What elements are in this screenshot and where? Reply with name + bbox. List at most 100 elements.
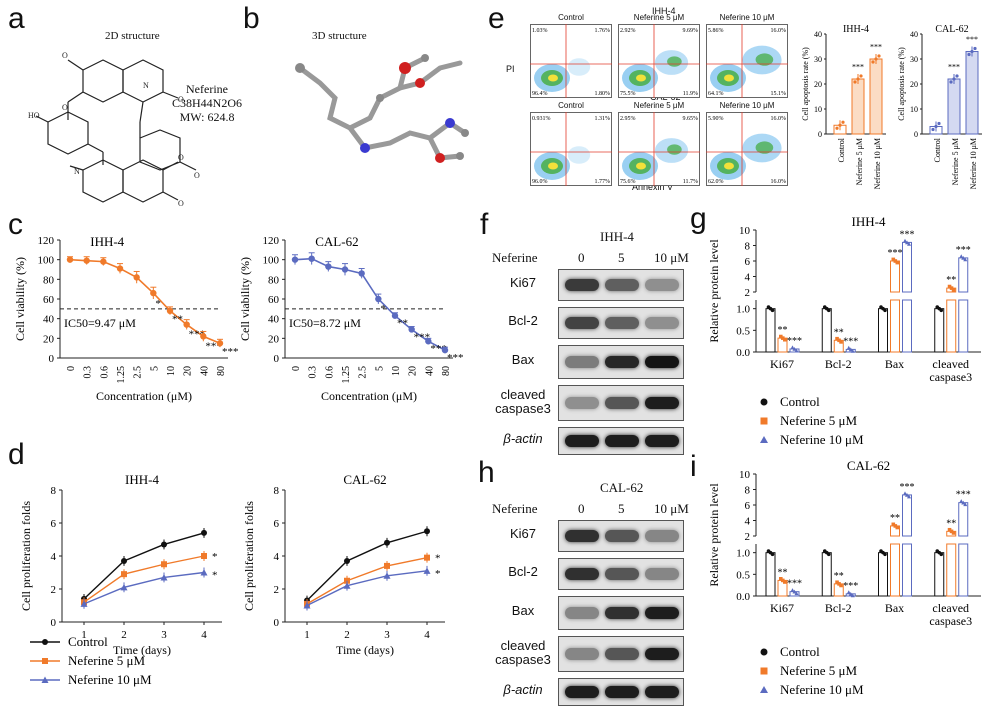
replicate-dot [794, 591, 799, 596]
y-tick-label: 0 [914, 130, 918, 139]
replicate-dot [939, 552, 944, 557]
data-point [383, 572, 391, 579]
legend-label: Control [68, 634, 108, 649]
chart-title: CAL-62 [343, 472, 386, 487]
y-tick-label: 20 [43, 333, 55, 345]
replicate-dot [939, 308, 944, 313]
quadrant-value: 5.86% [708, 28, 724, 34]
protein-bar [902, 494, 912, 537]
x-tick-label: Ki67 [770, 357, 794, 371]
y-tick-label: 2 [745, 531, 751, 543]
y-tick-label: 2 [274, 584, 280, 596]
flow-plot: Neferine 5 μM 2.95% 9.65% 75.6% 11.7% [618, 101, 700, 186]
y-tick-label: 40 [43, 314, 55, 326]
replicate-dot [874, 57, 878, 61]
data-point [166, 307, 174, 314]
x-tick-label: 20 [183, 366, 194, 376]
panel-letter-i: i [690, 450, 697, 483]
blot-band [645, 568, 679, 580]
blot-row-label: Bcl-2 [508, 313, 538, 328]
legend-marker [760, 648, 768, 656]
quadrant-value: 16.0% [771, 28, 787, 34]
quadrant-value: 0.931% [532, 116, 551, 122]
y-tick-label: 100 [38, 255, 55, 267]
significance-mark: ** [778, 567, 788, 578]
replicate-dot [783, 337, 787, 342]
significance-mark: *** [843, 336, 858, 347]
atom-label: O [178, 199, 184, 208]
data-point [343, 582, 351, 589]
data-point [133, 274, 140, 281]
replicate-dot [895, 525, 900, 530]
replicate-dot [837, 338, 841, 343]
flow-plot: Control 0.931% 1.31% 96.0% 1.77% [530, 101, 612, 186]
significance-mark: *** [843, 581, 858, 592]
population-center [636, 162, 646, 170]
x-tick-label: Control [837, 137, 846, 162]
compound-name: Neferine [186, 82, 228, 96]
apoptosis-bar-charts: IHH-4 0 10 20 30 40 Cell apoptosis rate (%) Con… [801, 24, 982, 189]
protein-bar-base [902, 299, 912, 353]
blot-lane-strip [558, 678, 684, 706]
significance-mark: * [212, 570, 218, 582]
blot-band [605, 317, 639, 329]
x-axis-label: Time (days) [336, 643, 394, 657]
flow-scatter: 1.03% 1.76% 96.4% 1.80% [530, 24, 612, 98]
blot-row-label: Ki67 [509, 275, 537, 290]
blot-band [565, 279, 599, 291]
replicate-dot [931, 127, 935, 132]
atom-label: O [178, 95, 184, 104]
quadrant-value: 62.0% [708, 179, 724, 185]
blot-band [605, 648, 639, 660]
data-point [424, 528, 430, 535]
blot-band [565, 530, 599, 542]
blot-lane-strip [558, 558, 684, 590]
replicate-dot [853, 80, 857, 84]
ic50-label: IC50=8.72 μM [289, 316, 361, 330]
viability-line [294, 257, 446, 351]
chart-title: IHH-4 [125, 472, 159, 487]
x-tick-label: 2.5 [358, 366, 369, 379]
blot-dose-label: 5 [618, 250, 625, 265]
x-tick-label: Neferine 10 μM [969, 138, 978, 189]
quadrant-value: 64.1% [708, 91, 724, 97]
apoptosis-chart-1: IHH-4 0 10 20 30 40 Cell apoptosis rate (%) Con… [801, 24, 886, 189]
blot-band [605, 356, 639, 368]
replicate-dot [856, 77, 860, 81]
blot-band [605, 568, 639, 580]
apoptotic-core [667, 144, 682, 155]
blot-band [605, 279, 639, 291]
protein-bar [890, 260, 900, 293]
structure-2d-title: 2D structure [105, 30, 160, 42]
y-tick-label: 100 [263, 255, 280, 267]
panel-letter-g: g [690, 202, 707, 235]
viability-chart-2: CAL-62 0 20 40 60 80 100 120 0 0.3 0.6 1.25 2.5 5 10 20… [238, 234, 464, 403]
chart-title: CAL-62 [847, 460, 890, 473]
y-tick-label: 8 [274, 485, 280, 497]
flow-scatter: 5.86% 16.0% 64.1% 15.1% [706, 24, 788, 98]
apoptotic-cloud [567, 58, 591, 76]
replicate-dot [838, 123, 842, 127]
apoptotic-core [755, 53, 774, 66]
significance-mark: *** [956, 490, 971, 501]
blot-dose-label: 0 [578, 501, 585, 516]
protein-bar [821, 308, 832, 353]
replicate-dot [883, 552, 887, 557]
blot-band [565, 648, 599, 660]
y-tick-label: 8 [51, 485, 57, 497]
proliferation-charts: IHH-4 0 2 4 6 8 1 2 3 4 Cell proliferation folds Ti… [19, 472, 445, 687]
x-tick-label: 0.3 [308, 366, 319, 379]
x-tick-label: 20 [408, 366, 419, 376]
data-point [161, 541, 167, 548]
x-tick-label: Neferine 5 μM [951, 138, 960, 185]
y-axis-label: Cell proliferation folds [19, 501, 33, 611]
replicate-dot [891, 522, 896, 527]
y-axis-label: Cell apoptosis rate (%) [897, 47, 906, 121]
legend-marker [760, 436, 768, 443]
x-tick-label: 0 [66, 366, 77, 371]
blot-band [565, 356, 599, 368]
y-tick-label: 40 [814, 30, 822, 39]
legend-marker [42, 658, 48, 664]
y-axis-label: Cell proliferation folds [242, 501, 256, 611]
proliferation-chart-2: CAL-62 0 2 4 6 8 1 2 3 4 Cell proliferation folds T… [242, 472, 445, 657]
